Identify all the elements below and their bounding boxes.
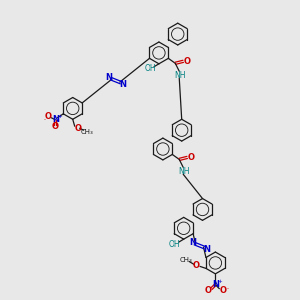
Text: O: O: [220, 286, 227, 295]
Text: OH: OH: [169, 240, 181, 249]
Text: N: N: [52, 115, 59, 124]
Text: N: N: [119, 80, 126, 88]
Text: O: O: [193, 261, 200, 270]
Text: N: N: [203, 244, 210, 253]
Text: CH₃: CH₃: [180, 257, 193, 263]
Text: O: O: [184, 57, 191, 66]
Text: O: O: [52, 122, 59, 131]
Text: OH: OH: [144, 64, 156, 73]
Text: CH₃: CH₃: [80, 129, 93, 135]
Text: N: N: [105, 73, 112, 82]
Text: O: O: [74, 124, 81, 133]
Text: N: N: [212, 280, 219, 289]
Text: -: -: [226, 286, 228, 291]
Text: O: O: [205, 286, 212, 295]
Text: NH: NH: [175, 71, 186, 80]
Text: NH: NH: [178, 167, 190, 176]
Text: +: +: [57, 114, 62, 119]
Text: O: O: [45, 112, 52, 121]
Text: +: +: [217, 279, 222, 284]
Text: O: O: [188, 153, 195, 162]
Text: N: N: [189, 238, 196, 247]
Text: -: -: [44, 117, 46, 122]
